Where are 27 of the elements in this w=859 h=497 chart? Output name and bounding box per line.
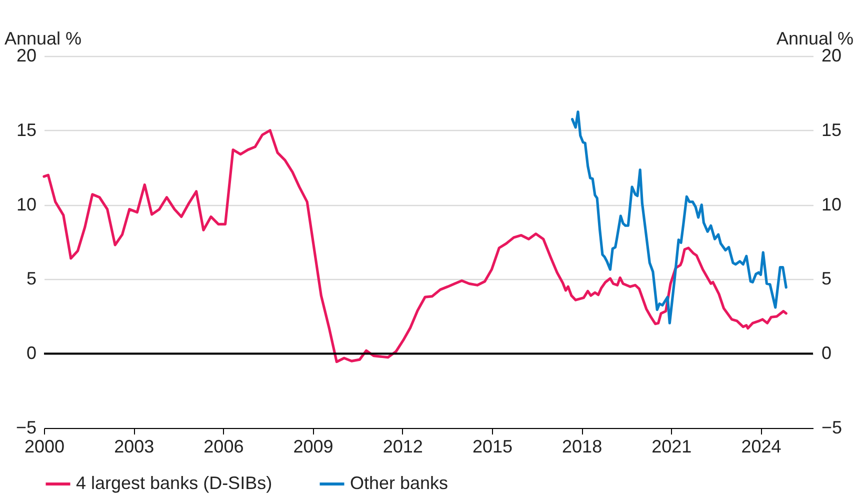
y2-tick-label: 15: [822, 120, 842, 140]
y-axis-title: Annual %: [4, 28, 82, 48]
x-tick-label: 2024: [741, 436, 782, 456]
y2-tick-label: 0: [822, 343, 832, 364]
x-tick-label: 2000: [24, 436, 65, 456]
y-tick-label: 5: [26, 268, 36, 289]
x-tick-label: 2015: [472, 436, 512, 456]
y2-axis-title: Annual %: [776, 28, 854, 48]
y-tick-label: −5: [16, 418, 36, 438]
line-series: [42, 129, 788, 364]
y2-tick-label: 5: [822, 268, 832, 289]
legend-label: 4 largest banks (D-SIBs): [76, 473, 272, 493]
y-tick-label: 20: [16, 46, 36, 66]
x-tick-label: 2006: [204, 436, 244, 456]
x-tick-label: 2018: [562, 436, 602, 456]
x-tick-label: 2009: [293, 436, 334, 456]
y2-tick-label: 10: [822, 194, 842, 214]
x-tick-label: 2003: [114, 436, 154, 456]
y2-tick-label: −5: [822, 418, 842, 438]
x-tick-label: 2021: [652, 436, 692, 456]
x-tick-label: 2012: [382, 436, 423, 456]
y-tick-label: 0: [26, 343, 36, 364]
line-series: [570, 110, 788, 324]
y2-tick-label: 20: [822, 46, 842, 66]
y-tick-label: 15: [16, 120, 36, 140]
legend-label: Other banks: [350, 473, 448, 493]
y-tick-label: 10: [16, 194, 36, 214]
